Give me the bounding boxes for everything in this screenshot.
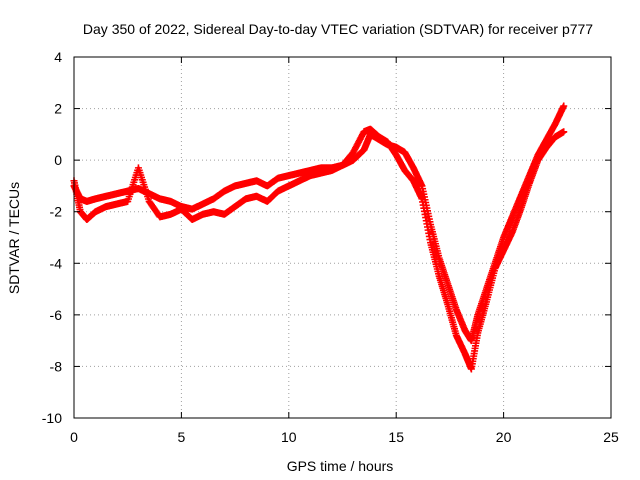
x-tick-label: 25 — [603, 429, 619, 445]
data-point — [560, 102, 568, 110]
y-tick-label: -8 — [50, 358, 63, 374]
tick-layer: 0 5 10 15 20 25 -10 -8 -6 -4 -2 0 2 4 — [42, 49, 619, 445]
x-tick-label: 0 — [70, 429, 78, 445]
data-point — [560, 128, 568, 136]
y-tick-label: -6 — [50, 307, 63, 323]
grid-layer — [74, 57, 611, 418]
y-tick-label: -2 — [50, 204, 63, 220]
x-axis-label: GPS time / hours — [287, 458, 394, 474]
plot-frame — [73, 56, 612, 419]
y-axis-label: SDTVAR / TECUs — [6, 182, 22, 294]
x-tick-label: 20 — [496, 429, 512, 445]
y-tick-label: -10 — [42, 410, 62, 426]
x-tick-label: 15 — [388, 429, 404, 445]
x-tick-label: 10 — [281, 429, 297, 445]
y-tick-label: 2 — [54, 101, 62, 117]
y-tick-label: -4 — [50, 255, 63, 271]
y-tick-label: 0 — [54, 152, 62, 168]
chart-title: Day 350 of 2022, Sidereal Day-to-day VTE… — [83, 21, 593, 37]
y-tick-label: 4 — [54, 49, 62, 65]
data-layer — [70, 102, 568, 373]
x-tick-label: 5 — [178, 429, 186, 445]
